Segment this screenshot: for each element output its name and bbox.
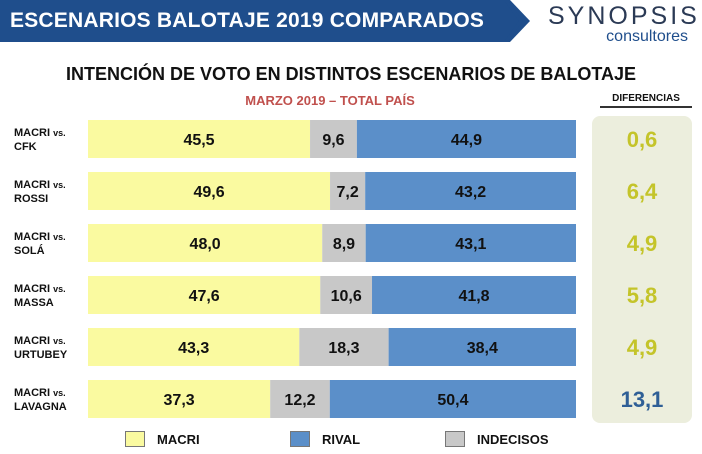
chart-title: INTENCIÓN DE VOTO EN DISTINTOS ESCENARIO… [65, 64, 637, 84]
stacked-bar-chart: MACRI vs. CFK 45,5 9,6 44,9 0,6 MACRI vs. ROSSI… [14, 120, 664, 418]
difference-value: 5,8 [627, 283, 658, 308]
data-label-macri: 43,3 [178, 340, 209, 357]
difference-value: 4,9 [627, 335, 658, 360]
bar-segment-rival [372, 276, 576, 314]
category-label: MACRI vs. [14, 335, 66, 347]
difference-value: 6,4 [627, 179, 658, 204]
difference-value: 0,6 [627, 127, 658, 152]
bar-segment-indecisos [299, 328, 389, 366]
bar-segment-rival [356, 120, 576, 158]
bar-segment-indecisos [310, 120, 357, 158]
bar-segment-macri [88, 276, 321, 314]
category-label-rival-name: SOLÁ [14, 244, 45, 257]
bar-segment-indecisos [320, 276, 373, 314]
data-label-indecisos: 18,3 [328, 340, 359, 357]
bar-segment-macri [88, 224, 323, 262]
data-label-indecisos: 10,6 [331, 288, 362, 305]
chart-subtitle: MARZO 2019 – TOTAL PAÍS [245, 93, 415, 108]
difference-value: 13,1 [621, 387, 664, 412]
data-label-macri: 37,3 [164, 392, 195, 409]
data-label-rival: 43,1 [455, 236, 486, 253]
category-label: MACRI vs. [14, 127, 66, 139]
difference-value: 4,9 [627, 231, 658, 256]
data-label-rival: 41,8 [458, 288, 489, 305]
legend-item-rival: RIVAL [290, 430, 360, 448]
data-label-macri: 49,6 [193, 184, 224, 201]
legend-label-macri: MACRI [157, 431, 200, 447]
category-label-rival-name: CFK [14, 141, 37, 153]
legend-swatch-macri [125, 431, 145, 447]
data-label-macri: 48,0 [190, 236, 221, 253]
category-label-rival-name: MASSA [14, 297, 54, 309]
data-label-rival: 44,9 [451, 132, 482, 149]
category-label-rival-name: ROSSI [14, 193, 48, 205]
bar-segment-rival [329, 380, 576, 418]
category-label: MACRI vs. [14, 231, 66, 243]
bar-segment-rival [365, 172, 576, 210]
category-label: MACRI vs. [14, 283, 66, 295]
data-label-rival: 50,4 [437, 392, 468, 409]
data-label-indecisos: 8,9 [333, 236, 355, 253]
legend-swatch-indecisos [445, 431, 465, 447]
bar-segment-macri [88, 380, 271, 418]
data-label-macri: 47,6 [189, 288, 220, 305]
bar-segment-indecisos [270, 380, 330, 418]
bar-segment-indecisos [330, 172, 366, 210]
bar-segment-macri [88, 120, 311, 158]
data-label-indecisos: 9,6 [322, 132, 344, 149]
data-label-indecisos: 7,2 [336, 184, 358, 201]
legend-label-indecisos: INDECISOS [477, 431, 549, 447]
bar-segment-macri [88, 328, 300, 366]
brand-subtitle: consultores [606, 28, 688, 45]
category-label: MACRI vs. [14, 387, 66, 399]
legend-swatch-rival [290, 431, 310, 447]
brand-name: SYNOPSIS [548, 2, 700, 30]
legend-item-macri: MACRI [125, 430, 200, 448]
category-label-rival-name: URTUBEY [14, 349, 68, 361]
bar-segment-macri [88, 172, 331, 210]
brand-logo: SYNOPSIS consultores [548, 2, 700, 45]
bar-segment-rival [365, 224, 576, 262]
bar-segment-rival [388, 328, 576, 366]
legend-label-rival: RIVAL [322, 431, 361, 447]
data-label-indecisos: 12,2 [284, 392, 315, 409]
differences-panel [592, 116, 692, 423]
header-band [0, 0, 530, 42]
differences-header: DIFERENCIAS [600, 93, 692, 108]
bar-segment-indecisos [322, 224, 366, 262]
category-label-rival-name: LAVAGNA [14, 401, 67, 413]
legend-item-indecisos: INDECISOS [445, 430, 549, 448]
page-title: ESCENARIOS BALOTAJE 2019 COMPARADOS [10, 9, 485, 32]
data-label-rival: 38,4 [467, 340, 498, 357]
category-label: MACRI vs. [14, 179, 66, 191]
data-label-macri: 45,5 [183, 132, 214, 149]
data-label-rival: 43,2 [455, 184, 486, 201]
